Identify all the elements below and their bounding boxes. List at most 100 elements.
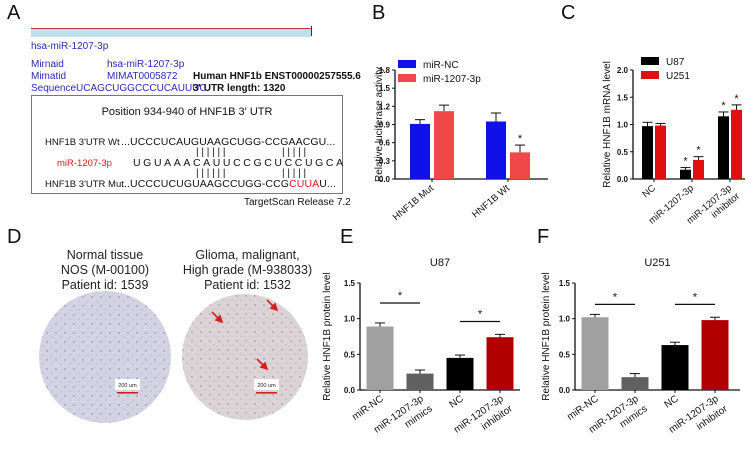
legend-swatch xyxy=(641,71,659,79)
bar xyxy=(446,357,474,390)
normal-tissue-image: 200 um xyxy=(39,291,171,423)
arrow-head-icon xyxy=(269,302,279,312)
wt-label: HNF1B 3'UTR Wt xyxy=(45,137,120,148)
y-tick-label: 1.5 xyxy=(559,279,571,288)
wt-sequence: ...UCCCUCAUGUAAGCUGG-CCGAACGU... xyxy=(121,136,336,148)
significance-marker: * xyxy=(693,291,698,303)
significance-marker: * xyxy=(696,145,701,157)
y-tick-label: 0.0 xyxy=(379,175,391,184)
y-tick-label: 0.5 xyxy=(617,148,629,157)
legend-label: U87 xyxy=(666,57,685,68)
bar xyxy=(406,373,434,390)
chart-f: 0.0 0.5 1.0 1.5 Relative HNF1B protein level… xyxy=(541,257,740,436)
glioma-title-line3: Patient id: 1532 xyxy=(204,278,291,292)
significance-marker: * xyxy=(478,309,483,321)
bar xyxy=(655,125,666,179)
y-axis-label: Relative HNF1B mRNA level xyxy=(602,61,613,188)
y-axis-label: Relative HNF1B protein level xyxy=(322,272,333,400)
alignment-box: Position 934-940 of HNF1B 3' UTR HNF1B 3… xyxy=(31,95,343,194)
panel-letter-a: A xyxy=(7,2,21,24)
normal-scale-bar xyxy=(117,392,138,394)
significance-marker: * xyxy=(398,290,403,302)
legend-swatch xyxy=(641,57,659,65)
sequence-value: UCAGCUGGCCCUCAUUUC xyxy=(76,83,207,94)
bar xyxy=(731,109,742,179)
bar xyxy=(642,126,653,179)
bar xyxy=(486,337,514,390)
mimatid-value: MIMAT0005872 xyxy=(107,71,178,82)
mirnaid-label: Mirnaid xyxy=(31,59,64,70)
mirna-label: miR-1207-3p xyxy=(57,158,112,169)
y-axis-label: Relative luciferase activity xyxy=(374,67,385,182)
bar xyxy=(434,111,454,179)
normal-tissue-title: Normal tissue NOS (M-00100) Patient id: … xyxy=(45,248,165,293)
bar xyxy=(581,317,609,390)
wt-pairing-left: | | | | | | xyxy=(196,147,226,158)
y-axis-label: Relative HNF1B protein level xyxy=(541,272,552,400)
transcript-info: Human HNF1b ENST00000257555.6 xyxy=(193,71,361,82)
normal-title-line3: Patient id: 1539 xyxy=(61,278,149,292)
bar xyxy=(693,159,704,179)
mirna-name: hsa-miR-1207-3p xyxy=(31,41,109,52)
legend-label: miR-1207-3p xyxy=(423,74,481,85)
y-tick-label: 0.5 xyxy=(344,350,356,359)
y-tick-label: 0.3 xyxy=(379,157,391,166)
mut-label: HNF1B 3'UTR Mut xyxy=(45,179,124,190)
legend-label: miR-NC xyxy=(423,60,459,71)
bar xyxy=(486,121,506,179)
bar xyxy=(661,345,689,390)
y-tick-label: 2.0 xyxy=(617,66,629,75)
normal-scale-box xyxy=(115,379,140,390)
significance-marker: * xyxy=(721,100,726,112)
y-tick-label: 1.5 xyxy=(344,279,356,288)
mirna-track-bar xyxy=(31,28,311,37)
chart-c: 0.0 0.5 1.0 1.5 2.0 Relative HNF1B mRNA level… xyxy=(602,57,745,227)
glioma-tissue-image: 200 um xyxy=(182,294,308,420)
chart-title: U251 xyxy=(644,257,670,269)
legend-swatch xyxy=(398,74,416,82)
mut-seq-mutated: CUUA xyxy=(289,178,320,190)
bar xyxy=(701,320,729,390)
y-tick-label: 1.0 xyxy=(617,121,629,130)
y-tick-label: 1.0 xyxy=(344,315,356,324)
targetscan-footer: TargetScan Release 7.2 xyxy=(244,197,351,208)
panel-letter-b: B xyxy=(372,2,386,24)
glioma-scale-box xyxy=(254,379,279,390)
y-tick-label: 1.0 xyxy=(559,315,571,324)
normal-title-line1: Normal tissue xyxy=(66,248,144,262)
arrow-head-icon xyxy=(259,361,269,371)
mut-sequence: ...UCCCUCUGUAAGCCUGG-CCGCUUAU... xyxy=(121,178,336,190)
chart-title: U87 xyxy=(430,257,450,269)
significance-marker: * xyxy=(613,291,618,303)
wt-pairing-right: | | | | | xyxy=(282,147,307,158)
normal-scale-label: 200 um xyxy=(118,383,137,389)
significance-marker: * xyxy=(518,133,523,145)
bar xyxy=(680,169,691,179)
y-tick-label: 0.0 xyxy=(344,386,356,395)
panel-letter-f: F xyxy=(537,226,550,248)
y-tick-label: 0.0 xyxy=(559,386,571,395)
utr-length: 3' UTR length: 1320 xyxy=(193,83,286,94)
panel-letter-c: C xyxy=(561,2,576,24)
glioma-title-line2: High grade (M-938033) xyxy=(182,263,313,277)
mut-pairing-left: | | | | | | xyxy=(196,168,226,179)
x-tick-label: NC xyxy=(640,183,658,200)
mimatid-label: Mimatid xyxy=(31,71,67,82)
bar xyxy=(718,116,729,179)
bar xyxy=(410,123,430,179)
mirna-track-end xyxy=(311,26,312,36)
legend-swatch xyxy=(398,60,416,68)
alignment-title: Position 934-940 of HNF1B 3' UTR xyxy=(101,106,273,118)
sequence-label: Sequence xyxy=(31,83,77,94)
glioma-scale-label: 200 um xyxy=(257,383,276,389)
panel-letter-d: D xyxy=(7,226,22,248)
y-tick-label: 0.0 xyxy=(617,175,629,184)
mirna-sequence: UGUAAACAUUCCGCUCCUGCA xyxy=(133,157,346,169)
x-tick-label: NC xyxy=(448,393,466,410)
x-tick-label: HNF1B Mut xyxy=(391,183,436,224)
y-tick-label: 0.5 xyxy=(559,350,571,359)
significance-marker: * xyxy=(734,93,739,105)
significance-marker: * xyxy=(683,156,688,168)
